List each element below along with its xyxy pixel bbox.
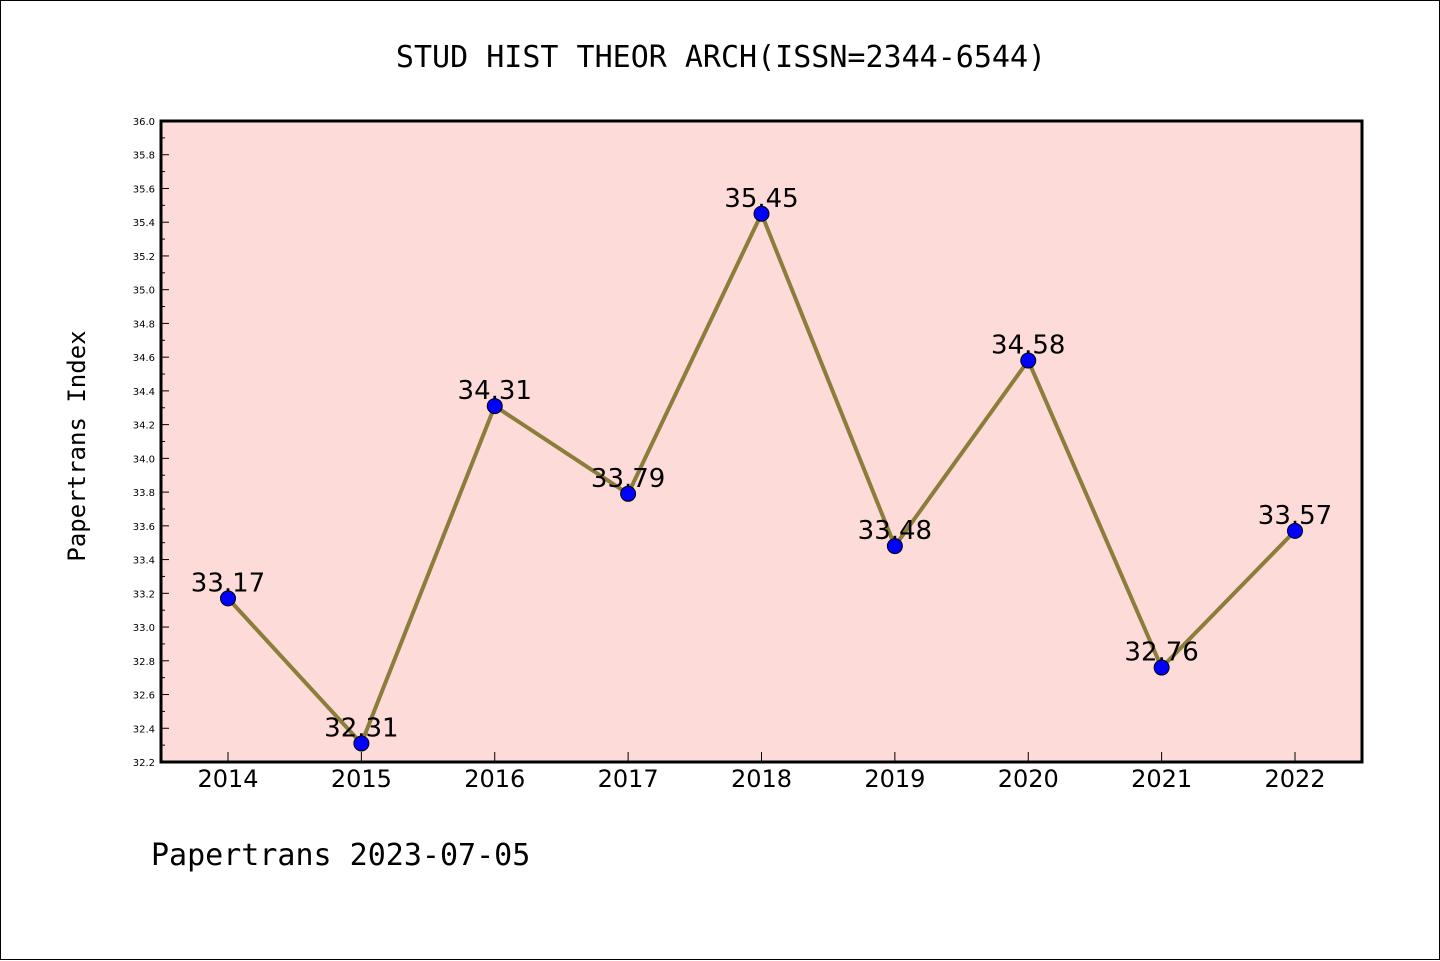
y-tick-label: 35.4 (133, 218, 155, 229)
y-tick-label: 33.0 (133, 623, 155, 634)
y-tick-label: 33.2 (133, 589, 155, 600)
y-tick-label: 35.6 (133, 184, 155, 195)
x-tick-label: 2014 (197, 765, 258, 793)
data-point (220, 590, 236, 607)
y-tick-label: 33.8 (133, 488, 155, 499)
y-tick-label: 33.4 (133, 556, 155, 567)
y-tick-label: 34.2 (133, 421, 155, 432)
y-tick-label: 34.0 (133, 454, 155, 465)
y-tick-label: 33.6 (133, 522, 155, 533)
data-point (1153, 659, 1170, 676)
y-tick-label: 34.6 (133, 353, 155, 364)
x-tick-label: 2015 (331, 765, 392, 793)
x-tick-label: 2016 (464, 765, 525, 793)
x-axis: 2014 2015 2016 2017 2018 2019 2020 2021 2022 (197, 752, 1326, 793)
y-tick-label: 35.8 (133, 151, 155, 162)
x-tick-label: 2021 (1131, 765, 1192, 793)
x-tick-label: 2017 (598, 765, 659, 793)
y-tick-label: 35.0 (133, 286, 155, 297)
y-axis: 32.2 32.4 32.6 32.8 33.0 33.2 33.4 33.6 33.8 34.0… (133, 117, 169, 769)
data-series (220, 205, 1303, 752)
data-label: 35.45 (724, 184, 798, 214)
plot-area (159, 119, 1364, 764)
data-label: 33.57 (1258, 501, 1332, 531)
data-label: 33.48 (858, 516, 932, 546)
data-point (486, 398, 503, 415)
data-point (753, 205, 770, 222)
y-tick-label: 32.4 (133, 724, 155, 735)
data-point (886, 538, 903, 555)
x-tick-label: 2020 (998, 765, 1059, 793)
data-point (1287, 522, 1303, 539)
chart-title: STUD HIST THEOR ARCH(ISSN=2344-6544) (396, 40, 1046, 75)
data-label: 32.76 (1124, 638, 1198, 668)
y-tick-label: 36.0 (133, 117, 155, 128)
y-tick-label: 32.6 (133, 691, 155, 702)
data-labels: 33.17 32.31 34.31 33.79 35.45 33.48 34.58 32.76… (191, 184, 1332, 744)
x-tick-label: 2019 (864, 765, 925, 793)
y-tick-label: 34.8 (133, 319, 155, 330)
y-tick-label: 35.2 (133, 252, 155, 263)
data-point (1020, 352, 1037, 369)
y-tick-label: 32.8 (133, 657, 155, 668)
x-tick-label: 2022 (1264, 765, 1325, 793)
footer-text: Papertrans 2023-07-05 (151, 838, 530, 873)
data-label: 32.31 (324, 713, 398, 743)
x-tick-label: 2018 (731, 765, 792, 793)
y-tick-label: 32.2 (133, 758, 155, 769)
data-point (353, 735, 370, 752)
data-label: 33.17 (191, 568, 265, 598)
data-label: 34.58 (991, 331, 1065, 361)
y-axis-label: Papertrans Index (63, 330, 91, 561)
data-point (620, 485, 637, 502)
y-tick-label: 34.4 (133, 387, 155, 398)
data-label: 33.79 (591, 464, 665, 494)
data-label: 34.31 (458, 376, 532, 406)
